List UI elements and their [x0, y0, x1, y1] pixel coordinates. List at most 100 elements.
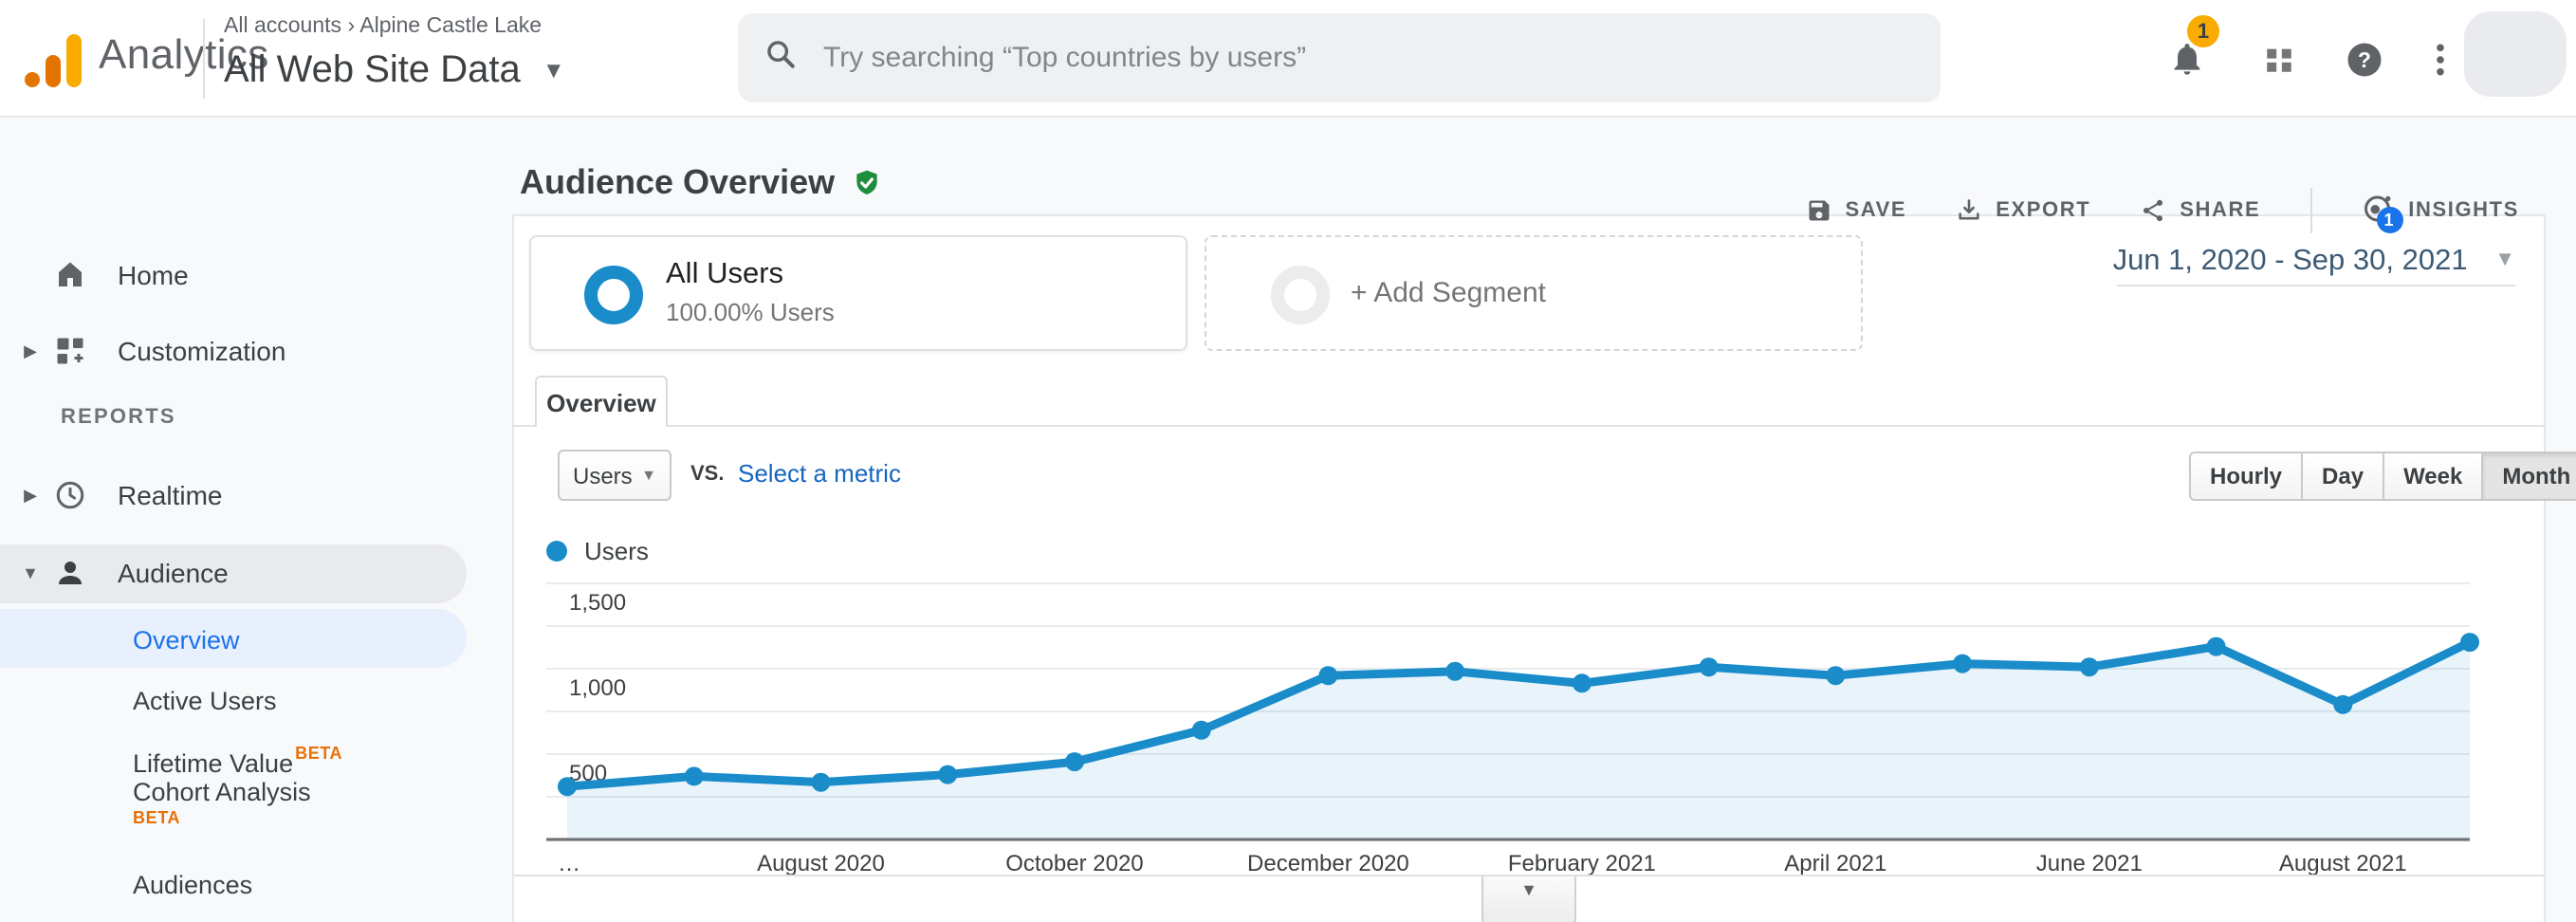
- more-menu-button[interactable]: [2407, 0, 2472, 118]
- chevron-down-icon: ▼: [641, 467, 656, 484]
- sidebar-nav: Home ▶ Customization REPORTS ▶ Realtime …: [0, 118, 512, 922]
- sidebar-item-active-users[interactable]: Active Users: [0, 672, 478, 728]
- granularity-week-button[interactable]: Week: [2383, 452, 2484, 501]
- granularity-day-button[interactable]: Day: [2301, 452, 2385, 501]
- brand-name: Analytics: [99, 30, 269, 78]
- data-point: [2333, 694, 2353, 714]
- breadcrumb-account[interactable]: Alpine Castle Lake: [359, 15, 543, 38]
- export-download-icon: [1959, 199, 1979, 220]
- segment-all-users[interactable]: All Users 100.00% Users: [529, 235, 1187, 351]
- realtime-icon: [53, 478, 87, 512]
- x-axis-tick: August 2021: [2279, 851, 2407, 876]
- insights-label: INSIGHTS: [2408, 199, 2519, 222]
- insights-button[interactable]: 1 INSIGHTS: [2361, 191, 2519, 232]
- report-actions: SAVE EXPORT SHARE 1 INSIGHTS: [1806, 188, 2520, 233]
- add-segment-button[interactable]: + Add Segment: [1205, 235, 1863, 351]
- x-axis-tick: December 2020: [1247, 851, 1409, 876]
- sidebar-item-label: Realtime: [118, 480, 223, 510]
- bell-icon: [2174, 44, 2200, 75]
- sidebar-item-overview[interactable]: Overview: [0, 611, 478, 668]
- reports-section-label: REPORTS: [61, 406, 176, 429]
- metric-dropdown[interactable]: Users ▼: [558, 450, 672, 501]
- y-axis-tick: 1,500: [569, 590, 626, 616]
- chart-bottom-divider: [514, 875, 2544, 876]
- segment-subtitle: 100.00% Users: [666, 298, 835, 326]
- save-icon: [1809, 200, 1829, 221]
- add-segment-label: + Add Segment: [1351, 277, 1546, 309]
- search-input[interactable]: [819, 40, 1882, 76]
- x-axis-tick: February 2021: [1508, 851, 1656, 876]
- chart-collapse-button[interactable]: ▼: [1481, 876, 1576, 922]
- insights-badge: 1: [2376, 206, 2403, 232]
- granularity-hourly-button[interactable]: Hourly: [2189, 452, 2304, 501]
- logo-bar-short: [46, 55, 61, 87]
- export-button[interactable]: EXPORT: [1956, 197, 2090, 224]
- top-header: Analytics All accounts › Alpine Castle L…: [0, 0, 2576, 118]
- sidebar-item-audiences[interactable]: Audiences: [0, 856, 478, 913]
- data-point: [2079, 657, 2099, 677]
- select-metric-link[interactable]: Select a metric: [738, 459, 901, 488]
- insights-icon: 1: [2361, 191, 2403, 232]
- sidebar-item-audience[interactable]: ▼ Audience: [0, 544, 478, 601]
- chevron-down-icon[interactable]: ▼: [22, 563, 39, 582]
- granularity-switcher: Hourly Day Week Month: [2189, 452, 2576, 501]
- data-point: [2460, 633, 2480, 653]
- save-button[interactable]: SAVE: [1806, 197, 1907, 224]
- legend-dot-icon: [546, 541, 567, 562]
- tab-overview[interactable]: Overview: [535, 376, 668, 427]
- notifications-button[interactable]: 1: [2155, 0, 2219, 118]
- home-icon: [53, 258, 87, 292]
- search-bar[interactable]: [738, 13, 1941, 102]
- chevron-right-icon[interactable]: ▶: [24, 341, 37, 360]
- breadcrumb-separator-icon: ›: [347, 15, 356, 38]
- sidebar-item-user-explorer[interactable]: User Explorer: [0, 916, 478, 922]
- sidebar-item-customization[interactable]: ▶ Customization: [0, 323, 478, 379]
- metric-dropdown-value: Users: [573, 462, 633, 489]
- breadcrumb[interactable]: All accounts › Alpine Castle Lake: [224, 15, 542, 38]
- beta-badge: BETA: [295, 744, 343, 763]
- page-title: Audience Overview: [520, 163, 882, 209]
- share-icon: [2144, 199, 2163, 222]
- sidebar-item-realtime[interactable]: ▶ Realtime: [0, 467, 478, 524]
- data-point: [1318, 666, 1338, 686]
- sidebar-item-label: Lifetime Value BETA: [133, 744, 343, 778]
- data-point: [1826, 666, 1846, 686]
- share-button[interactable]: SHARE: [2140, 197, 2260, 224]
- logo-dot: [25, 72, 40, 87]
- help-button[interactable]: ?: [2331, 0, 2396, 118]
- sidebar-item-label: Audiences: [133, 870, 253, 898]
- data-point: [2206, 636, 2226, 656]
- granularity-month-button[interactable]: Month: [2481, 452, 2576, 501]
- data-point: [938, 765, 958, 784]
- overview-selected-pill: [0, 609, 467, 668]
- sidebar-item-label: Home: [118, 260, 189, 290]
- data-point: [1191, 720, 1211, 740]
- avatar[interactable]: [2464, 11, 2567, 97]
- property-selector[interactable]: All Web Site Data ▼: [224, 49, 565, 93]
- chevron-right-icon[interactable]: ▶: [24, 485, 37, 504]
- data-point: [811, 772, 831, 792]
- date-range-underline: [2117, 285, 2515, 286]
- x-axis-tick: August 2020: [757, 851, 885, 876]
- sidebar-item-label: Overview: [133, 625, 240, 654]
- google-analytics-logo[interactable]: [25, 30, 85, 87]
- segment-title: All Users: [666, 258, 784, 290]
- y-axis-tick: 1,000: [569, 675, 626, 701]
- chevron-down-icon: ▼: [1520, 880, 1537, 899]
- date-range-selector[interactable]: Jun 1, 2020 - Sep 30, 2021 ▼: [2113, 245, 2515, 279]
- apps-grid-button[interactable]: [2246, 0, 2310, 118]
- sidebar-item-cohort-analysis[interactable]: Cohort Analysis BETA: [0, 778, 478, 854]
- breadcrumb-all-accounts[interactable]: All accounts: [224, 15, 342, 38]
- save-label: SAVE: [1845, 199, 1907, 222]
- verified-shield-icon: [852, 167, 882, 209]
- customization-icon: [53, 334, 87, 368]
- data-point: [1445, 661, 1465, 681]
- data-point: [1953, 654, 1973, 673]
- audience-person-icon: [53, 556, 87, 590]
- logo-bar-tall: [66, 34, 82, 87]
- sidebar-item-lifetime-value[interactable]: Lifetime Value BETA: [0, 732, 478, 789]
- notifications-badge: 1: [2187, 15, 2219, 47]
- sidebar-item-home[interactable]: Home: [0, 247, 478, 304]
- chart-legend: Users: [546, 537, 649, 565]
